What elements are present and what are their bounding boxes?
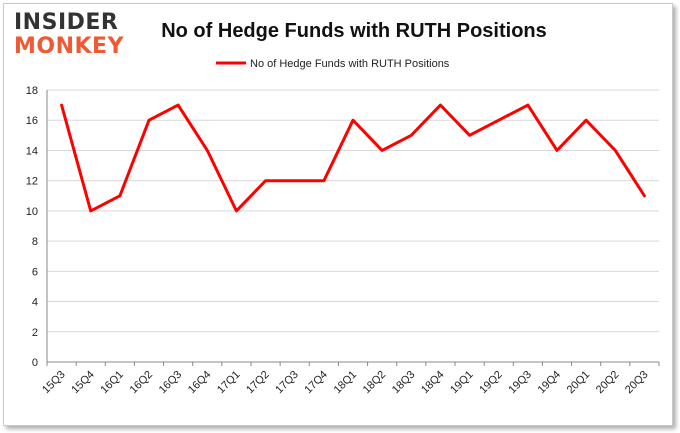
logo-line-1: INSIDER	[14, 10, 119, 35]
x-tick-label: 18Q4	[419, 369, 447, 397]
x-tick-label: 16Q2	[128, 369, 156, 397]
series-line	[60, 103, 646, 213]
x-tick-label: 18Q2	[361, 369, 389, 397]
y-tick-label: 12	[26, 176, 38, 188]
y-tick-label: 8	[32, 236, 38, 248]
x-tick-label: 17Q3	[273, 369, 301, 397]
x-tick-label: 16Q1	[98, 369, 126, 397]
y-tick-label: 4	[32, 297, 38, 309]
y-tick-label: 16	[26, 115, 38, 127]
x-tick-label: 16Q3	[157, 369, 185, 397]
chart-title: No of Hedge Funds with RUTH Positions	[161, 20, 547, 42]
y-tick-label: 2	[32, 327, 38, 339]
logo-line-2: MONKEY	[14, 34, 125, 59]
x-tick-label: 19Q3	[506, 369, 534, 397]
x-tick-label: 20Q1	[565, 369, 593, 397]
x-tick-label: 18Q1	[332, 369, 360, 397]
x-tick-label: 19Q2	[477, 369, 505, 397]
y-tick-label: 6	[32, 266, 38, 278]
x-tick-label: 20Q3	[623, 369, 651, 397]
y-tick-label: 18	[26, 85, 38, 97]
chart-frame: INSIDER MONKEY No of Hedge Funds with RU…	[3, 3, 673, 426]
y-tick-label: 0	[32, 357, 38, 369]
x-tick-label: 15Q3	[40, 369, 68, 397]
x-tick-label: 17Q2	[244, 369, 272, 397]
x-tick-label: 19Q4	[536, 369, 564, 397]
x-tick-label: 19Q1	[448, 369, 476, 397]
x-tick-label: 17Q1	[215, 369, 243, 397]
y-tick-label: 14	[26, 145, 38, 157]
x-tick-label: 20Q2	[594, 369, 622, 397]
x-tick-label: 17Q4	[302, 369, 330, 397]
x-tick-label: 18Q3	[390, 369, 418, 397]
x-tick-label: 15Q4	[69, 369, 97, 397]
y-tick-label: 10	[26, 206, 38, 218]
x-tick-label: 16Q4	[186, 369, 214, 397]
legend-label: No of Hedge Funds with RUTH Positions	[250, 58, 450, 70]
insider-monkey-logo: INSIDER MONKEY	[14, 12, 132, 58]
